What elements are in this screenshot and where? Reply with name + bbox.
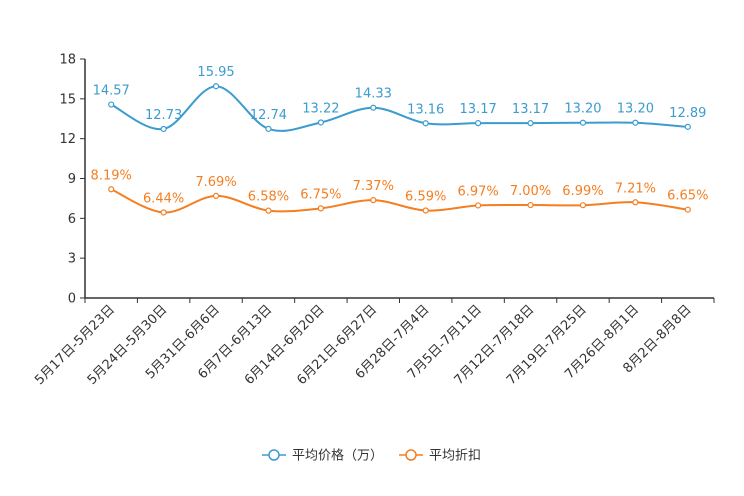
y-tick-label: 0 (68, 292, 76, 307)
series-0-data-label: 12.74 (250, 108, 287, 123)
y-tick-label: 6 (68, 212, 76, 227)
series-1-point[interactable] (684, 206, 691, 213)
series-0-data-label: 12.89 (669, 106, 706, 121)
legend-item-1[interactable]: 平均折扣 (399, 449, 481, 464)
series-layer: 14.57 12.73 15.95 12.74 13.22 14.33 13.16 13.17… (91, 65, 708, 216)
series-1-point[interactable] (317, 205, 324, 212)
series-0-point[interactable] (579, 119, 587, 126)
series-1-data-label: 6.65% (667, 189, 708, 204)
series-0-point[interactable] (160, 125, 167, 133)
series-1-data-label: 6.99% (562, 184, 603, 199)
series-1-data-label: 8.19% (91, 168, 132, 183)
series-0: 14.57 12.73 15.95 12.74 13.22 14.33 13.16 13.17… (93, 65, 706, 133)
series-1-data-label: 6.59% (405, 189, 446, 204)
series-1-data-label: 7.21% (615, 181, 656, 196)
series-1-point[interactable] (370, 197, 377, 204)
axes: 03691215185月17日-5月23日5月24日-5月30日5月31日-6月… (32, 53, 715, 388)
series-0-point[interactable] (212, 83, 220, 90)
series-0-data-label: 13.17 (512, 102, 549, 117)
y-tick-label: 18 (59, 53, 76, 68)
series-0-point[interactable] (632, 119, 639, 126)
series-1-data-label: 7.37% (353, 179, 394, 194)
series-1-point[interactable] (108, 186, 115, 193)
series-1: 8.19% 6.44% 7.69% 6.58% 6.75% 7.37% 6.59% 6.97%… (91, 168, 708, 216)
legend-marker-icon (268, 449, 280, 461)
legend[interactable]: 平均价格（万） 平均折扣 (262, 448, 481, 464)
series-0-point[interactable] (684, 123, 691, 130)
y-tick-label: 12 (59, 132, 76, 147)
series-1-point[interactable] (579, 202, 587, 209)
series-0-data-label: 12.73 (145, 108, 182, 123)
series-0-point[interactable] (108, 101, 115, 108)
series-1-data-label: 6.97% (457, 184, 498, 199)
series-0-point[interactable] (475, 120, 482, 127)
series-0-point[interactable] (422, 120, 429, 127)
series-0-data-label: 15.95 (197, 65, 234, 80)
series-1-point[interactable] (265, 207, 272, 214)
series-0-data-label: 13.17 (460, 102, 497, 117)
series-1-point[interactable] (475, 202, 482, 209)
series-1-point[interactable] (632, 199, 639, 206)
series-1-point[interactable] (160, 209, 167, 216)
legend-marker-icon (405, 449, 417, 461)
series-1-point[interactable] (422, 207, 429, 214)
series-1-data-label: 6.44% (143, 191, 184, 206)
series-0-data-label: 13.20 (617, 102, 654, 117)
series-1-data-label: 7.69% (195, 175, 236, 190)
series-0-data-label: 13.22 (302, 101, 339, 116)
series-0-point[interactable] (317, 119, 324, 126)
y-tick-label: 3 (68, 252, 76, 267)
y-tick-label: 9 (68, 172, 76, 187)
legend-item-0[interactable]: 平均价格（万） (262, 448, 383, 464)
legend-label: 平均价格（万） (292, 448, 383, 464)
series-1-line (110, 188, 688, 214)
series-0-data-label: 13.20 (564, 102, 601, 117)
series-0-data-label: 14.57 (93, 84, 130, 99)
series-0-point[interactable] (527, 120, 534, 127)
series-0-point[interactable] (370, 104, 377, 111)
series-1-point[interactable] (212, 192, 220, 199)
series-0-data-label: 13.16 (407, 102, 444, 117)
y-tick-label: 15 (59, 92, 76, 107)
series-0-point[interactable] (265, 125, 272, 132)
series-1-data-label: 7.00% (510, 184, 551, 199)
legend-label: 平均折扣 (429, 449, 481, 464)
series-1-data-label: 6.58% (248, 190, 289, 205)
series-1-point[interactable] (527, 201, 534, 209)
series-1-data-label: 6.75% (300, 187, 341, 202)
series-0-data-label: 14.33 (355, 87, 392, 102)
